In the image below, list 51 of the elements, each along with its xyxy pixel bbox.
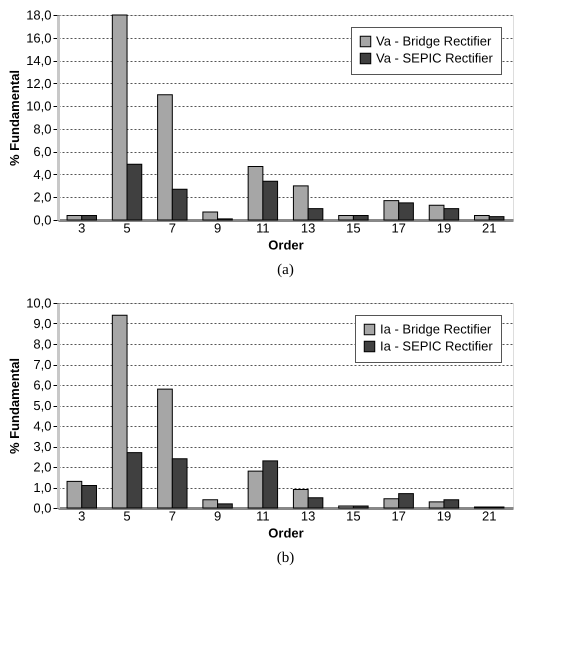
x-tick-label: 5 — [123, 220, 131, 236]
y-tick-label: 4,0 — [33, 166, 52, 182]
x-tick-label: 15 — [346, 508, 361, 524]
x-tick-label: 11 — [256, 508, 270, 524]
x-tick-label: 21 — [482, 508, 496, 524]
y-axis-title: % Fundamental — [7, 358, 22, 454]
x-tick-label: 3 — [78, 508, 86, 524]
y-axis-title: % Fundamental — [7, 70, 22, 166]
y-tick-label: 5,0 — [33, 398, 52, 413]
x-tick-label: 15 — [346, 220, 361, 236]
y-tick-label: 8,0 — [33, 336, 52, 352]
y-tick-label: 1,0 — [33, 480, 52, 495]
y-tick-label: 10,0 — [26, 98, 52, 114]
x-tick-label: 5 — [123, 508, 131, 524]
x-tick-label: 13 — [300, 508, 316, 524]
y-tick-label: 0,0 — [33, 500, 52, 516]
y-tick-label: 2,0 — [33, 190, 52, 205]
y-tick-label: 6,0 — [33, 378, 52, 392]
x-tick-label: 3 — [78, 220, 86, 236]
y-tick-label: 18,0 — [26, 8, 52, 22]
legend-label: Ia - Bridge Rectifier — [380, 322, 492, 336]
y-tick-label: 2,0 — [33, 460, 52, 474]
y-tick-label: 3,0 — [33, 439, 52, 454]
x-axis-title: Order — [268, 238, 304, 252]
x-tick-label: 9 — [214, 508, 222, 524]
x-axis-title: Order — [268, 526, 304, 540]
x-tick-label: 19 — [436, 220, 452, 236]
y-tick-label: 7,0 — [33, 357, 52, 372]
y-tick-label: 12,0 — [26, 76, 52, 91]
y-tick-label: 4,0 — [33, 418, 52, 434]
y-tick-label: 8,0 — [33, 121, 52, 136]
legend-label: Va - Bridge Rectifier — [376, 34, 492, 48]
text: (b) — [276, 550, 294, 566]
y-tick-label: 0,0 — [33, 212, 52, 228]
x-tick-label: 21 — [482, 220, 496, 236]
legend-label: Ia - SEPIC Rectifier — [380, 338, 494, 354]
x-tick-label: 7 — [168, 508, 176, 524]
x-tick-label: 19 — [436, 508, 452, 524]
x-tick-label: 7 — [168, 220, 176, 236]
y-tick-label: 14,0 — [26, 53, 52, 68]
y-tick-label: 16,0 — [26, 30, 52, 46]
y-tick-label: 10,0 — [26, 296, 52, 310]
x-tick-label: 13 — [300, 220, 316, 236]
x-tick-label: 11 — [256, 220, 270, 236]
legend-label: Va - SEPIC Rectifier — [376, 50, 494, 66]
x-tick-label: 17 — [391, 508, 406, 524]
x-tick-label: 17 — [391, 220, 406, 236]
x-tick-label: 9 — [214, 220, 222, 236]
y-tick-label: 9,0 — [33, 316, 52, 331]
text: (a) — [277, 262, 294, 278]
y-tick-label: 6,0 — [33, 144, 52, 160]
